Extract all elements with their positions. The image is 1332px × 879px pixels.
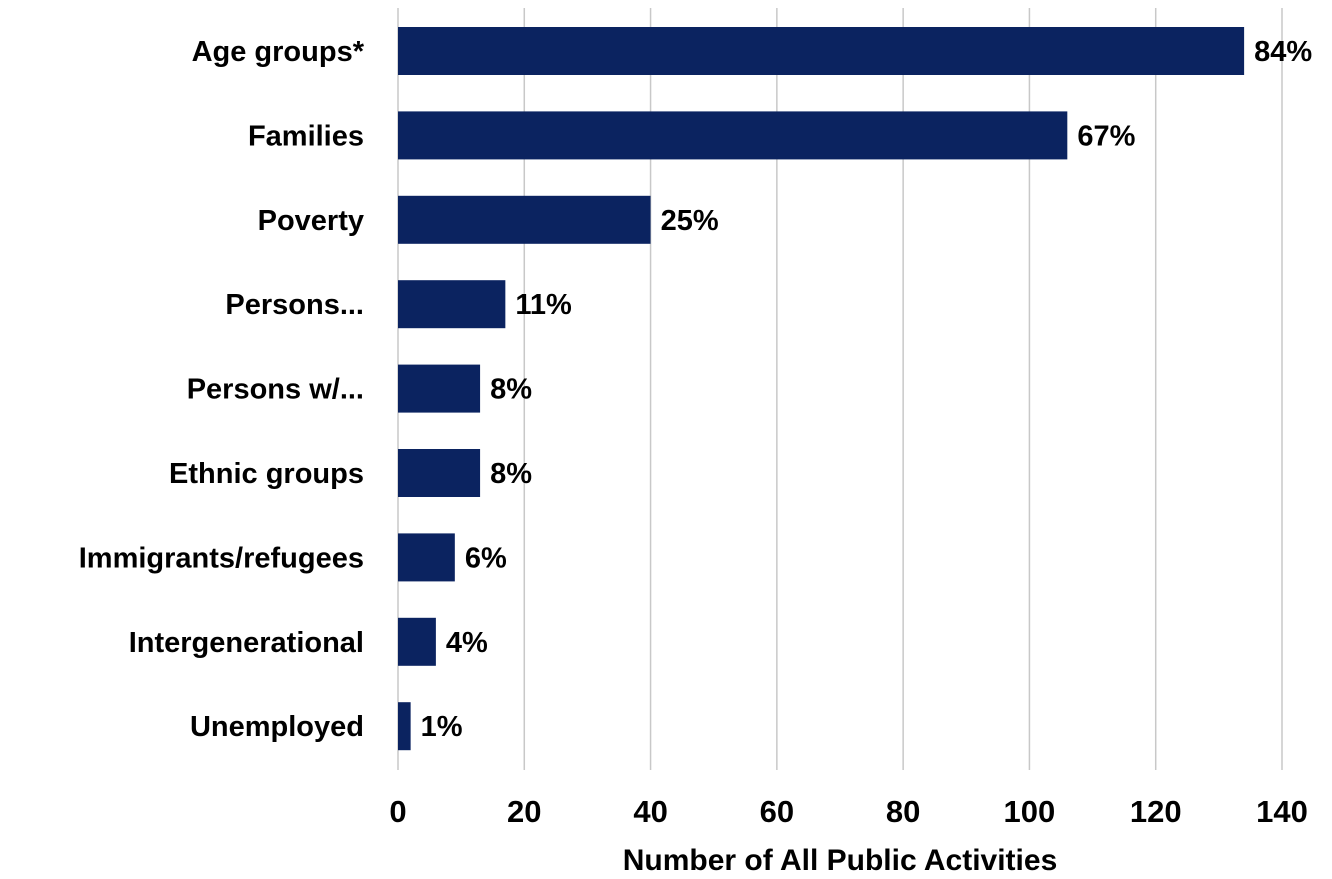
category-label: Families: [248, 120, 364, 152]
category-label: Intergenerational: [129, 627, 364, 659]
x-tick-label: 0: [389, 794, 406, 829]
category-label: Ethnic groups: [169, 458, 364, 490]
bar-8: [398, 617, 436, 666]
bars: [398, 27, 1245, 751]
x-tick-label: 140: [1256, 794, 1308, 829]
bar-7: [398, 533, 455, 582]
data-label: 11%: [515, 289, 572, 321]
data-label: 84%: [1254, 36, 1312, 68]
data-label: 1%: [421, 711, 463, 743]
bar-1: [398, 27, 1245, 75]
x-tick-label: 40: [633, 794, 667, 829]
bar-4: [398, 280, 506, 329]
x-tick-label: 80: [886, 794, 920, 829]
x-tick-label: 100: [1004, 794, 1056, 829]
x-tick-label: 20: [507, 794, 541, 829]
x-tick-label: 120: [1130, 794, 1182, 829]
data-label: 67%: [1077, 120, 1135, 152]
data-label: 8%: [490, 374, 532, 406]
bar-2: [398, 111, 1068, 160]
bar-5: [398, 364, 481, 413]
category-label: Poverty: [258, 205, 364, 237]
x-tick-labels: 0 20 40 60 80 100 120 140: [389, 794, 1307, 829]
category-label: Age groups*: [192, 36, 365, 68]
category-label: Immigrants/refugees: [79, 542, 364, 574]
category-label: Persons...: [225, 289, 364, 321]
bar-6: [398, 449, 481, 497]
data-label: 6%: [465, 542, 507, 574]
bar-3: [398, 195, 651, 244]
category-label: Unemployed: [190, 711, 364, 743]
category-label: Persons w/...: [187, 374, 364, 406]
data-label: 8%: [490, 458, 532, 490]
bar-9: [398, 702, 411, 751]
category-labels: Age groups* Families Poverty Persons... Pers…: [79, 36, 365, 743]
x-tick-label: 60: [760, 794, 794, 829]
data-label: 25%: [661, 205, 719, 237]
data-labels: 84% 67% 25% 11% 8% 8% 6% 4% 1%: [421, 36, 1313, 743]
data-label: 4%: [446, 627, 488, 659]
x-axis-title: Number of All Public Activities: [623, 844, 1058, 877]
